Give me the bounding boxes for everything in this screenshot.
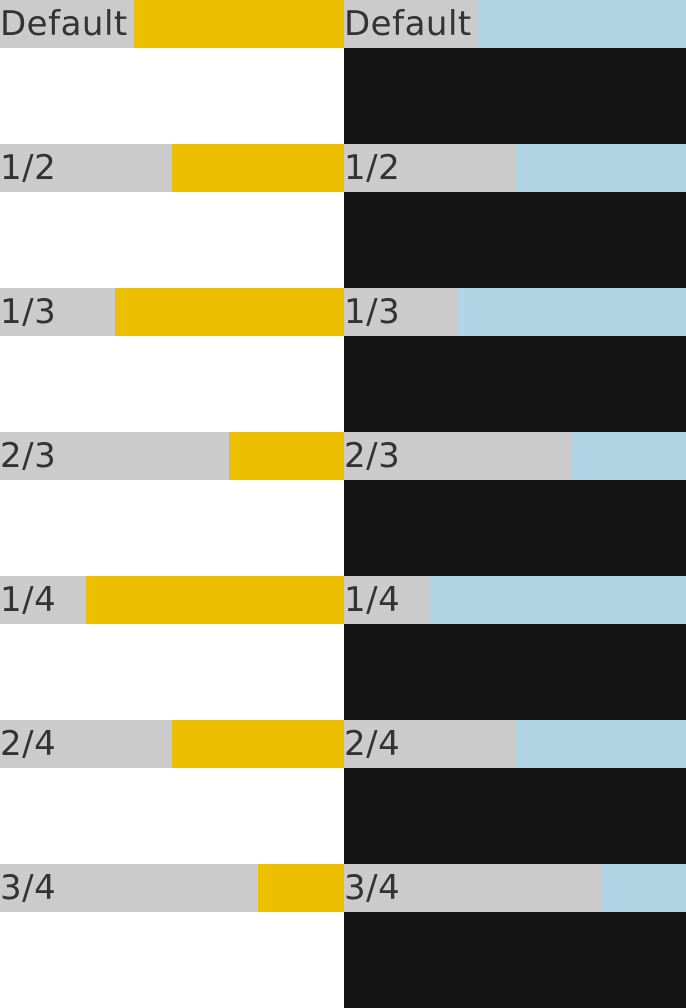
light-row-label: Default [0,0,134,48]
light-row-label: 3/4 [0,864,258,912]
dark-row-fill [572,432,686,480]
light-row-label: 1/3 [0,288,115,336]
dark-panel: Default 1/2 1/3 2/3 1/4 2/4 3/4 [344,0,686,1008]
dark-row-3: 2/3 [344,432,686,480]
light-row-1: 1/2 [0,144,344,192]
dark-row-5: 2/4 [344,720,686,768]
light-row-fill [172,720,344,768]
light-row-fill [115,288,344,336]
dark-row-0: Default [344,0,686,48]
light-row-fill [258,864,344,912]
dark-row-1: 1/2 [344,144,686,192]
light-row-2: 1/3 [0,288,344,336]
dark-row-6: 3/4 [344,864,686,912]
light-row-label: 1/4 [0,576,86,624]
dark-row-fill [515,720,686,768]
dark-row-label: 1/4 [344,576,430,624]
light-row-fill [134,0,344,48]
light-row-fill [86,576,344,624]
light-row-6: 3/4 [0,864,344,912]
light-row-fill [229,432,344,480]
dark-row-label: 2/4 [344,720,515,768]
dark-row-label: 1/2 [344,144,515,192]
light-row-label: 2/3 [0,432,229,480]
dark-row-fill [477,0,686,48]
dark-row-fill [430,576,686,624]
light-row-0: Default [0,0,344,48]
light-row-3: 2/3 [0,432,344,480]
dark-row-4: 1/4 [344,576,686,624]
light-row-label: 1/2 [0,144,172,192]
light-panel: Default 1/2 1/3 2/3 1/4 2/4 3/4 [0,0,344,912]
light-row-label: 2/4 [0,720,172,768]
dark-row-fill [458,288,686,336]
dark-row-2: 1/3 [344,288,686,336]
dark-row-label: Default [344,0,477,48]
light-row-5: 2/4 [0,720,344,768]
dark-row-fill [515,144,686,192]
dark-row-label: 3/4 [344,864,601,912]
dark-row-label: 2/3 [344,432,572,480]
light-row-4: 1/4 [0,576,344,624]
dark-row-label: 1/3 [344,288,458,336]
dark-row-fill [601,864,686,912]
light-row-fill [172,144,344,192]
